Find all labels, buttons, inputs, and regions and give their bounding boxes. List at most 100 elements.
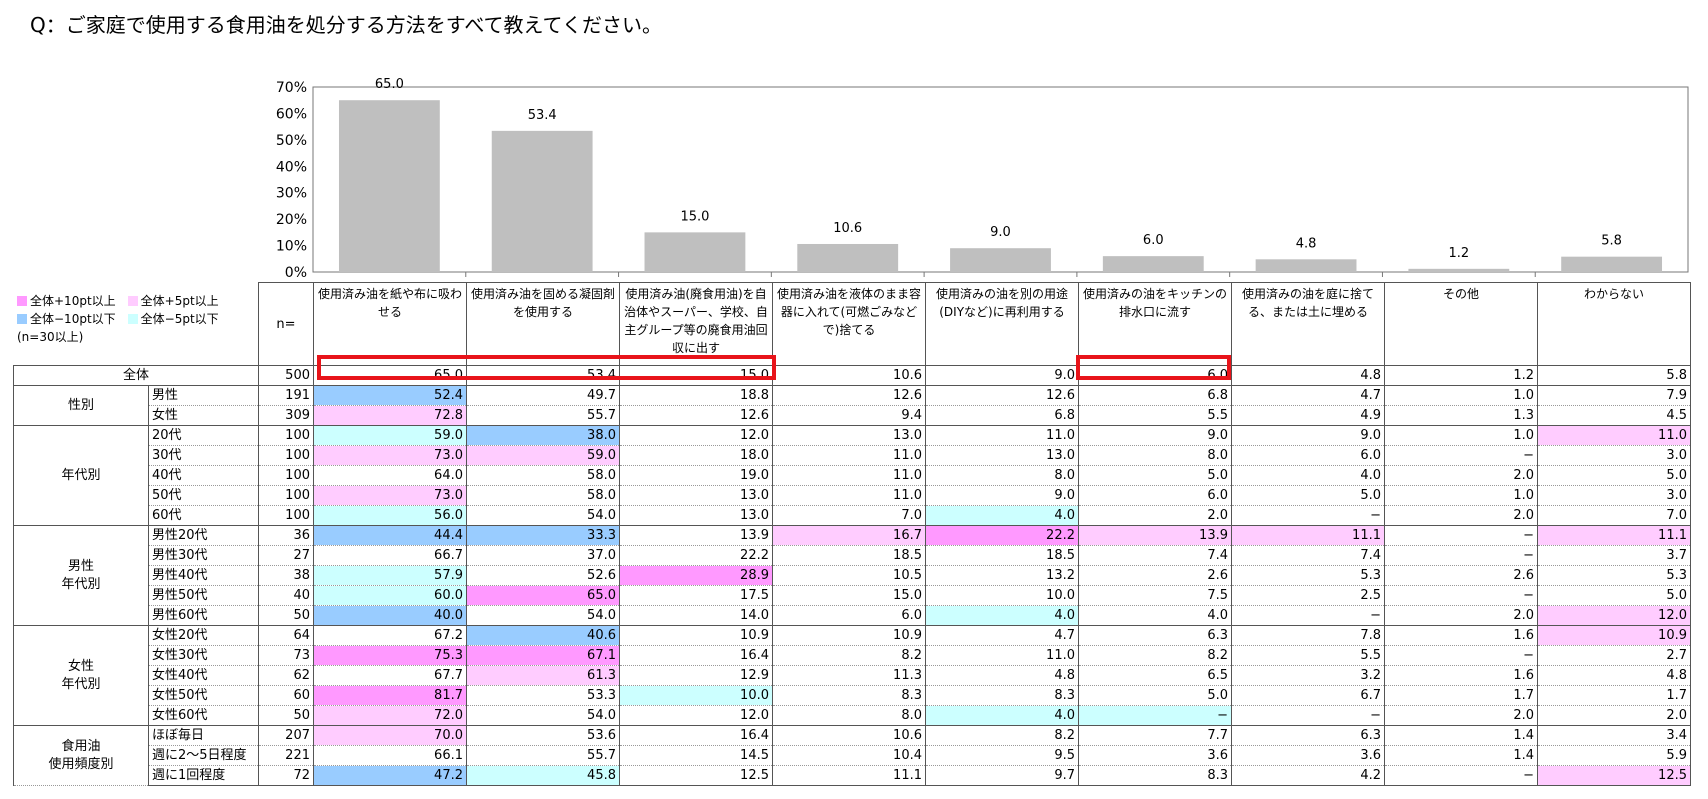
value-cell: − [1231,505,1385,526]
value-cell: 7.0 [1537,505,1691,526]
y-tick-label: 40% [276,159,307,175]
value-cell: 12.0 [619,425,773,446]
value-cell: − [1231,705,1385,726]
value-cell: 53.6 [466,725,620,746]
bar [491,130,593,272]
n-cell: 191 [258,385,314,406]
value-cell: 72.8 [313,405,467,426]
value-cell: 53.4 [466,365,620,386]
value-cell: 6.8 [925,405,1079,426]
value-cell: 2.6 [1078,565,1232,586]
value-cell: 8.3 [772,685,926,706]
value-cell: 11.3 [772,665,926,686]
value-cell: 10.0 [619,685,773,706]
value-cell: 22.2 [925,525,1079,546]
column-header: 使用済みの油をキッチンの排水口に流す [1078,282,1232,366]
value-cell: 4.8 [1537,665,1691,686]
value-cell: 3.6 [1078,745,1232,766]
value-cell: 14.0 [619,605,773,626]
bar [797,243,899,272]
n-cell: 100 [258,425,314,446]
bar [1255,259,1357,272]
table-row: 年代別 20代 100 59.0 38.0 12.0 13.0 11.0 9.0 9.0 1.0 11… [13,425,1691,526]
row-label: ほぼ毎日 [148,725,259,746]
bar-value-label: 53.4 [528,108,557,123]
value-cell: 9.0 [1231,425,1385,446]
group-label-line: 年代別 [61,676,101,692]
value-cell: 12.9 [619,665,773,686]
bar [950,248,1051,272]
value-cell: 1.6 [1384,665,1538,686]
value-cell: 67.7 [313,665,467,686]
value-cell: 12.5 [619,765,773,786]
value-cell: 4.0 [1078,605,1232,626]
value-cell: − [1078,705,1232,726]
group-label: 食用油 使用頻度別 [13,725,149,786]
value-cell: 4.0 [925,505,1079,526]
legend: 全体+10pt以上 全体+5pt以上 全体−10pt以下 全体−5pt以下 (n… [17,292,262,346]
row-label: 男性60代 [148,605,259,626]
value-cell: 10.9 [619,625,773,646]
value-cell: 55.7 [466,745,620,766]
value-cell: 11.1 [1231,525,1385,546]
value-cell: 2.5 [1231,585,1385,606]
value-cell: 55.7 [466,405,620,426]
value-cell: − [1384,525,1538,546]
group-label-line: 食用油 [61,738,101,754]
bar-value-label: 5.8 [1601,234,1622,249]
table-row: 男性40代 38 57.9 52.6 28.9 10.5 13.2 2.6 5.3 2.6 5.3 [14,565,1691,586]
value-cell: 9.0 [925,485,1079,506]
value-cell: 47.2 [313,765,467,786]
value-cell: 1.7 [1537,685,1691,706]
legend-item-plus5: 全体+5pt以上 [127,292,219,310]
value-cell: 9.0 [925,365,1079,386]
column-header: 使用済み油(廃食用油)を自治体やスーパー、学校、自主グループ等の廃食用油回収に出… [619,282,773,366]
value-cell: 28.9 [619,565,773,586]
value-cell: 11.0 [1537,425,1691,446]
legend-item-minus5: 全体−5pt以下 [127,310,219,328]
value-cell: 3.4 [1537,725,1691,746]
value-cell: 58.0 [466,485,620,506]
row-label: 40代 [148,465,259,486]
bar-value-label: 65.0 [375,77,404,92]
value-cell: − [1231,605,1385,626]
n-cell: 40 [258,585,314,606]
value-cell: 73.0 [313,485,467,506]
group-label-line: 年代別 [61,467,101,483]
row-label: 男性40代 [148,565,259,586]
value-cell: 7.5 [1078,585,1232,606]
value-cell: 65.0 [466,585,620,606]
value-cell: 4.7 [1231,385,1385,406]
legend-swatch [17,314,27,324]
value-cell: 56.0 [313,505,467,526]
table-row: 女性50代 60 81.7 53.3 10.0 8.3 8.3 5.0 6.7 1.7 1.7 [14,685,1691,706]
value-cell: 13.0 [925,445,1079,466]
value-cell: 8.3 [1078,765,1232,786]
value-cell: − [1384,445,1538,466]
value-cell: 4.8 [1231,365,1385,386]
row-label: 30代 [148,445,259,466]
n-cell: 100 [258,485,314,506]
bar-value-label: 10.6 [833,221,862,236]
row-label: 50代 [148,485,259,506]
row-label: 女性60代 [148,705,259,726]
row-label: 女性 [148,405,259,426]
y-tick-label: 10% [276,239,307,255]
column-header: 使用済みの油を庭に捨てる、または土に埋める [1231,282,1385,366]
value-cell: 6.0 [772,605,926,626]
n-cell: 60 [258,685,314,706]
value-cell: 72.0 [313,705,467,726]
group-label-line: 女性 [67,658,94,674]
value-cell: 7.8 [1231,625,1385,646]
value-cell: 8.0 [772,705,926,726]
bar [338,100,440,272]
value-cell: 2.0 [1078,505,1232,526]
value-cell: 8.2 [925,725,1079,746]
table-row: 男性30代 27 66.7 37.0 22.2 18.5 18.5 7.4 7.4−3.7 [14,545,1691,566]
value-cell: 7.7 [1078,725,1232,746]
group-label-line: 男性 [67,558,94,574]
value-cell: 8.0 [1078,445,1232,466]
value-cell: 2.0 [1384,705,1538,726]
value-cell: 5.8 [1537,365,1691,386]
bar-value-label: 9.0 [990,225,1011,240]
